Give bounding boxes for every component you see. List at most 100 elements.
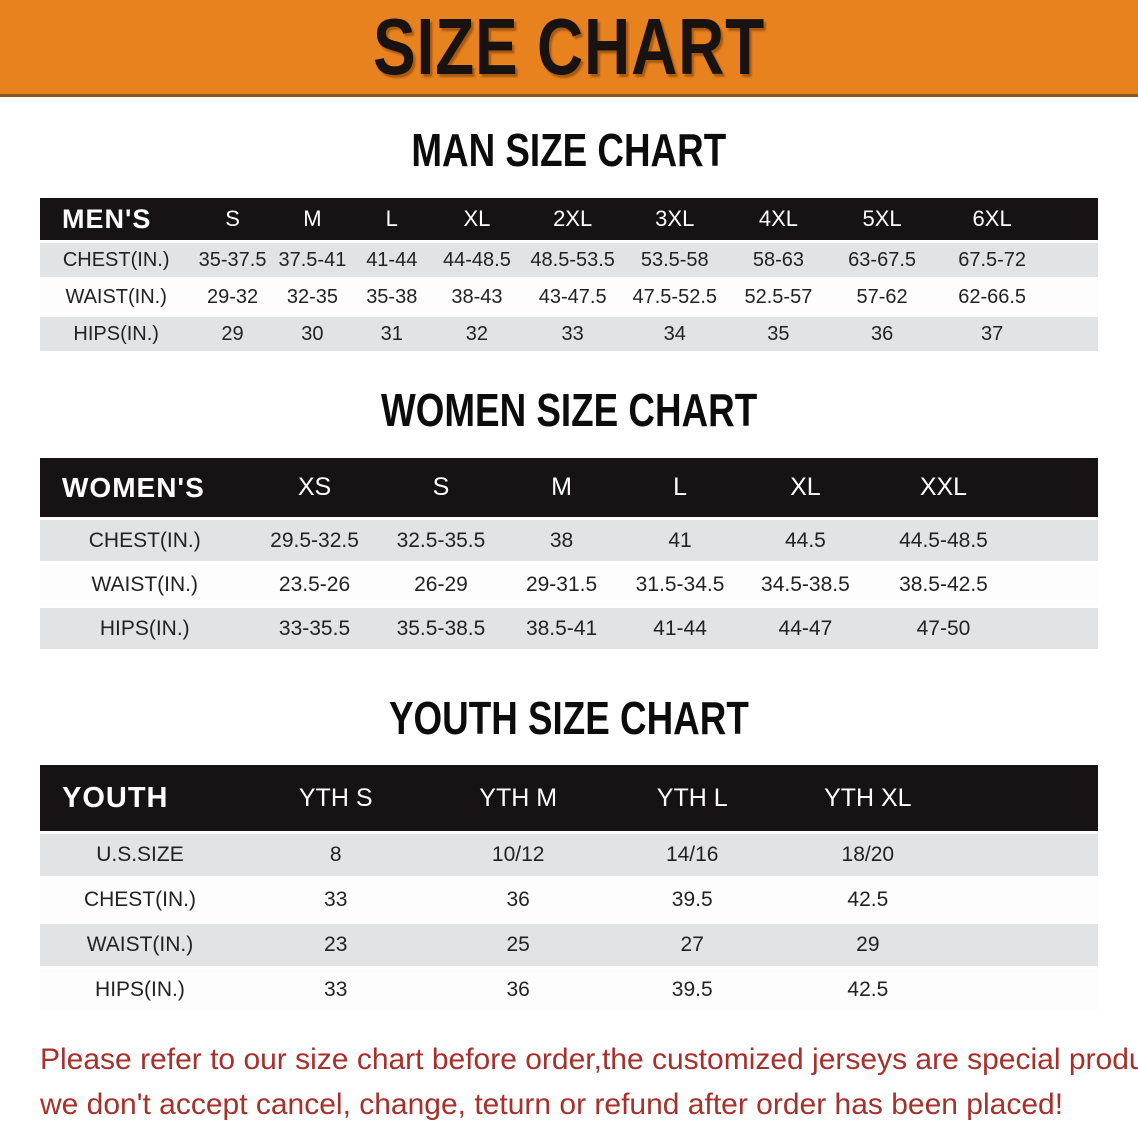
size-cell: 36 — [431, 876, 605, 923]
footer-line: Please refer to our size chart before or… — [40, 1043, 1138, 1076]
size-cell: 67.5-72 — [933, 240, 1051, 279]
women-size-table-holder: WOMEN'S XS S M L XL XXL CHEST(IN.) 29.5-32.5 32.5… — [0, 458, 1138, 649]
size-cell: 29 — [192, 314, 273, 351]
size-cell: 29.5-32.5 — [249, 517, 380, 563]
column-header: YTH L — [604, 765, 780, 833]
section-heading-men: MAN SIZE CHART — [0, 127, 1138, 173]
column-header: S — [379, 458, 503, 519]
size-cell: 35 — [726, 314, 831, 351]
corner-label: WOMEN'S — [40, 458, 250, 519]
size-cell: 32.5-35.5 — [379, 517, 503, 563]
column-header: S — [192, 198, 273, 242]
header-filler-cell — [1050, 198, 1098, 242]
size-cell: 47.5-52.5 — [622, 277, 727, 316]
column-header: L — [352, 198, 432, 242]
section-men: MAN SIZE CHART MEN'S S M L XL 2XL 3XL 4XL 5XL 6XL… — [0, 127, 1138, 351]
section-women: WOMEN SIZE CHART WOMEN'S XS S M L XL XXL CHEST(… — [0, 387, 1138, 649]
men-size-table-holder: MEN'S S M L XL 2XL 3XL 4XL 5XL 6XL CHEST(IN.) 35-37… — [0, 198, 1138, 351]
size-cell: 41-44 — [620, 605, 740, 649]
banner-title: SIZE CHART — [373, 2, 765, 91]
size-cell: 52.5-57 — [726, 277, 831, 316]
size-cell: 35-37.5 — [192, 240, 273, 279]
filler-cell — [1050, 277, 1098, 316]
header-filler-cell — [956, 765, 1098, 833]
column-header: XS — [249, 458, 380, 519]
header-row: YOUTH YTH S YTH M YTH L YTH XL — [40, 765, 1098, 833]
row-label: WAIST(IN.) — [40, 921, 240, 968]
column-header: YTH M — [431, 765, 605, 833]
size-cell: 44-47 — [739, 605, 872, 649]
column-header: YTH S — [239, 765, 432, 833]
table-row: HIPS(IN.) 33 36 39.5 42.5 — [40, 966, 1098, 1011]
size-cell: 44.5 — [739, 517, 872, 563]
size-cell: 38.5-42.5 — [871, 561, 1016, 607]
size-cell: 42.5 — [779, 966, 957, 1011]
size-table: MEN'S S M L XL 2XL 3XL 4XL 5XL 6XL CHEST(IN.) 35-37… — [40, 198, 1098, 351]
size-table: WOMEN'S XS S M L XL XXL CHEST(IN.) 29.5-32.5 32.5… — [40, 458, 1098, 649]
row-label: WAIST(IN.) — [40, 561, 250, 607]
table-row: HIPS(IN.) 29 30 31 32 33 34 35 36 37 — [40, 314, 1098, 351]
size-cell: 44-48.5 — [431, 240, 523, 279]
row-label: CHEST(IN.) — [40, 517, 250, 563]
size-cell: 34.5-38.5 — [739, 561, 872, 607]
row-label: WAIST(IN.) — [40, 277, 193, 316]
size-cell: 23.5-26 — [249, 561, 380, 607]
size-cell: 33 — [522, 314, 623, 351]
header-row: MEN'S S M L XL 2XL 3XL 4XL 5XL 6XL — [40, 198, 1098, 242]
size-cell: 58-63 — [726, 240, 831, 279]
size-cell: 25 — [431, 921, 605, 968]
size-cell: 39.5 — [604, 876, 780, 923]
filler-cell — [956, 876, 1098, 923]
corner-label: MEN'S — [40, 198, 193, 242]
size-cell: 41 — [620, 517, 740, 563]
size-cell: 53.5-58 — [622, 240, 727, 279]
column-header: L — [620, 458, 740, 519]
size-cell: 47-50 — [871, 605, 1016, 649]
section-heading-women: WOMEN SIZE CHART — [0, 387, 1138, 433]
column-header: M — [272, 198, 353, 242]
size-table: YOUTH YTH S YTH M YTH L YTH XL U.S.SIZE 8 10/12… — [40, 765, 1098, 1011]
table-row: HIPS(IN.) 33-35.5 35.5-38.5 38.5-41 41-44 44-… — [40, 605, 1098, 649]
column-header: 3XL — [622, 198, 727, 242]
size-cell: 23 — [239, 921, 432, 968]
section-youth: YOUTH SIZE CHART YOUTH YTH S YTH M YTH L YTH… — [0, 695, 1138, 1011]
column-header: 5XL — [830, 198, 934, 242]
footer-disclaimer: Please refer to our size chart before or… — [40, 1037, 1138, 1127]
filler-cell — [1050, 314, 1098, 351]
row-label: CHEST(IN.) — [40, 240, 193, 279]
row-label: HIPS(IN.) — [40, 605, 250, 649]
size-cell: 34 — [622, 314, 727, 351]
filler-cell — [1050, 240, 1098, 279]
size-cell: 37 — [933, 314, 1051, 351]
header-filler-cell — [1015, 458, 1098, 519]
filler-cell — [1015, 605, 1098, 649]
section-heading-youth: YOUTH SIZE CHART — [0, 695, 1138, 741]
size-cell: 18/20 — [779, 831, 957, 878]
size-cell: 43-47.5 — [522, 277, 623, 316]
size-cell: 35.5-38.5 — [379, 605, 503, 649]
row-label: HIPS(IN.) — [40, 966, 240, 1011]
size-cell: 27 — [604, 921, 780, 968]
table-row: CHEST(IN.) 33 36 39.5 42.5 — [40, 876, 1098, 923]
table-row: WAIST(IN.) 29-32 32-35 35-38 38-43 43-47.5 47.… — [40, 277, 1098, 316]
column-header: XXL — [871, 458, 1016, 519]
size-cell: 35-38 — [352, 277, 432, 316]
size-cell: 36 — [830, 314, 934, 351]
column-header: 4XL — [726, 198, 831, 242]
filler-cell — [956, 921, 1098, 968]
size-cell: 29-31.5 — [502, 561, 621, 607]
banner: SIZE CHART — [0, 0, 1138, 97]
size-cell: 36 — [431, 966, 605, 1011]
row-label: CHEST(IN.) — [40, 876, 240, 923]
row-label: U.S.SIZE — [40, 831, 240, 878]
corner-label: YOUTH — [40, 765, 240, 833]
size-cell: 39.5 — [604, 966, 780, 1011]
size-cell: 30 — [272, 314, 353, 351]
column-header: 6XL — [933, 198, 1051, 242]
size-cell: 38.5-41 — [502, 605, 621, 649]
column-header: 2XL — [522, 198, 623, 242]
filler-cell — [956, 831, 1098, 878]
size-cell: 37.5-41 — [272, 240, 353, 279]
column-header: YTH XL — [779, 765, 957, 833]
table-row: CHEST(IN.) 29.5-32.5 32.5-35.5 38 41 44.5 44.5… — [40, 517, 1098, 563]
